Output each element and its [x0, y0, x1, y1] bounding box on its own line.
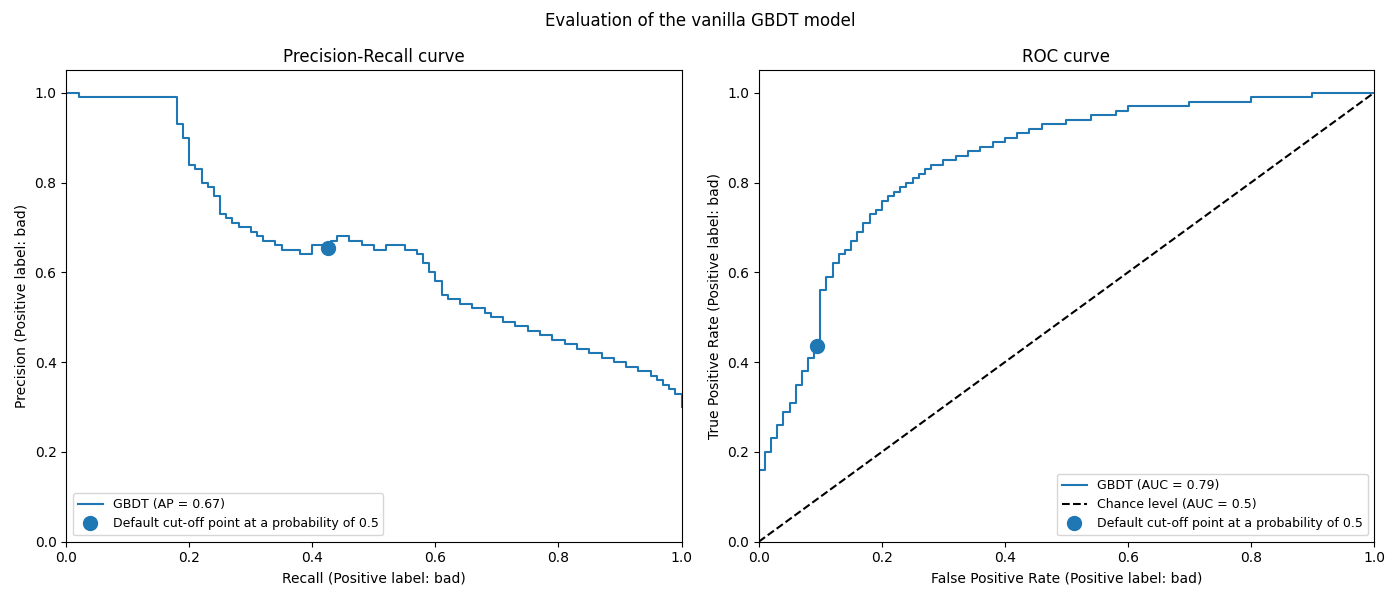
GBDT (AUC = 0.79) [750, 466, 767, 473]
GBDT (AP = 0.67) [489, 314, 505, 321]
X-axis label: False Positive Rate (Positive label: bad): False Positive Rate (Positive label: bad… [931, 571, 1203, 585]
GBDT (AP = 0.67) [673, 403, 690, 410]
GBDT (AUC = 0.79) [794, 381, 811, 388]
Legend: GBDT (AP = 0.67), Default cut-off point at a probability of 0.5: GBDT (AP = 0.67), Default cut-off point … [73, 493, 384, 535]
GBDT (AUC = 0.79) [1303, 89, 1320, 97]
GBDT (AP = 0.67) [168, 94, 185, 101]
GBDT (AP = 0.67) [507, 318, 524, 325]
GBDT (AP = 0.67) [643, 372, 659, 379]
GBDT (AUC = 0.79) [886, 188, 903, 195]
Title: Precision-Recall curve: Precision-Recall curve [283, 48, 465, 66]
Title: ROC curve: ROC curve [1022, 48, 1110, 66]
GBDT (AUC = 0.79) [1046, 121, 1063, 128]
Line: GBDT (AUC = 0.79): GBDT (AUC = 0.79) [759, 93, 1373, 542]
Text: Evaluation of the vanilla GBDT model: Evaluation of the vanilla GBDT model [545, 12, 855, 30]
GBDT (AUC = 0.79) [1365, 89, 1382, 97]
Y-axis label: Precision (Positive label: bad): Precision (Positive label: bad) [15, 204, 29, 408]
GBDT (AUC = 0.79) [750, 538, 767, 545]
GBDT (AP = 0.67) [298, 251, 315, 258]
GBDT (AUC = 0.79) [1033, 121, 1050, 128]
Line: GBDT (AP = 0.67): GBDT (AP = 0.67) [66, 93, 682, 407]
GBDT (AUC = 0.79) [1334, 89, 1351, 97]
Y-axis label: True Positive Rate (Positive label: bad): True Positive Rate (Positive label: bad) [707, 173, 721, 439]
X-axis label: Recall (Positive label: bad): Recall (Positive label: bad) [281, 571, 466, 585]
GBDT (AP = 0.67) [57, 89, 74, 97]
Legend: GBDT (AUC = 0.79), Chance level (AUC = 0.5), Default cut-off point at a probabil: GBDT (AUC = 0.79), Chance level (AUC = 0… [1057, 474, 1368, 535]
GBDT (AP = 0.67) [666, 385, 683, 392]
